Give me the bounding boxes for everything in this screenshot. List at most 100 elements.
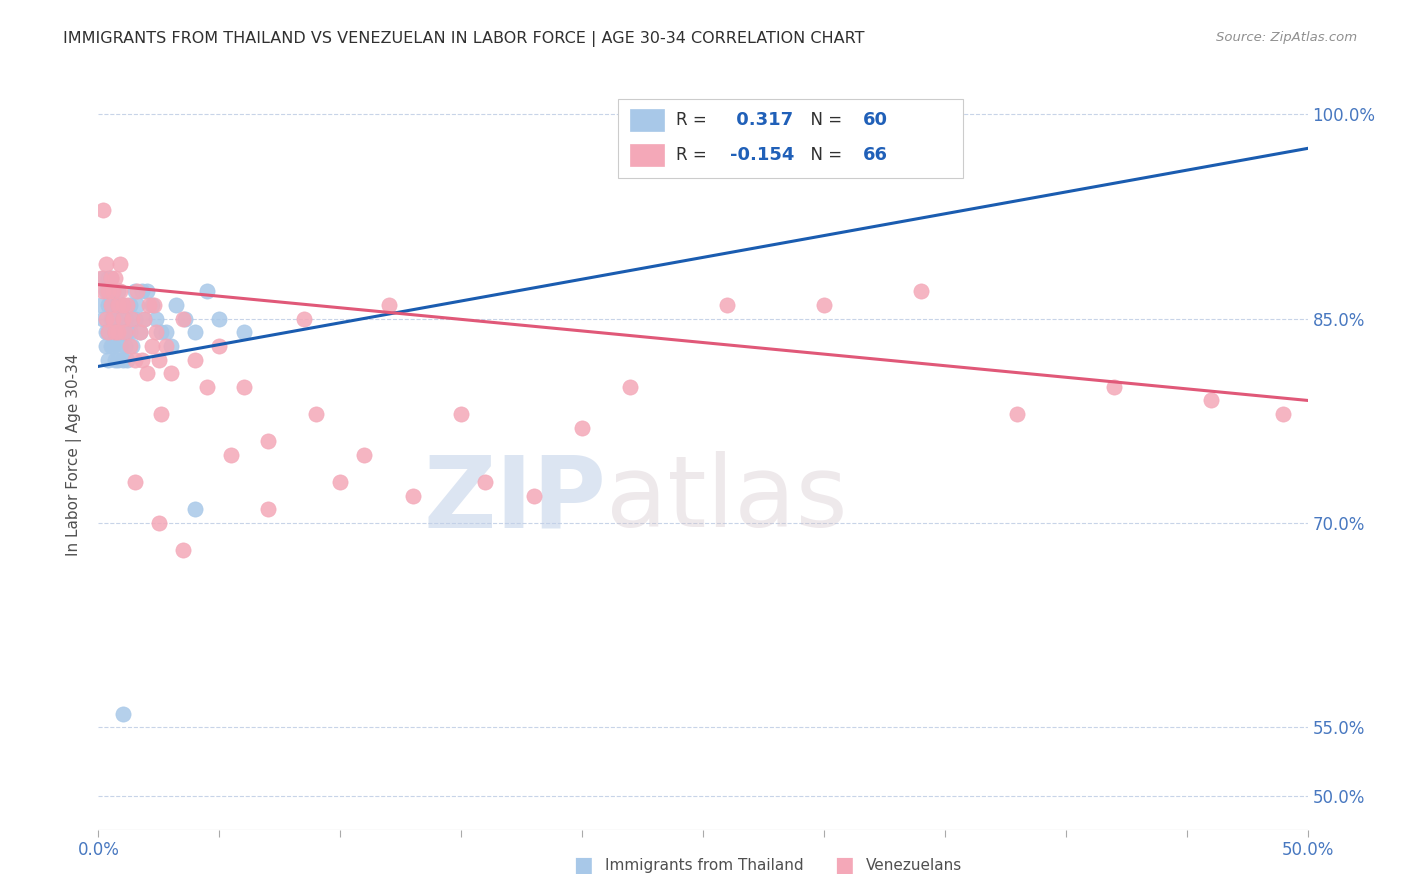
Point [184, 326, 207, 340]
Point [100, 311, 122, 326]
Point [184, 502, 207, 516]
Point [1199, 393, 1222, 408]
Point [117, 298, 139, 312]
Point [329, 475, 352, 490]
Point [155, 326, 177, 340]
Point [108, 311, 131, 326]
Point [121, 311, 143, 326]
Bar [630, 144, 664, 167]
Point [107, 285, 129, 299]
Point [150, 326, 173, 340]
Point [118, 339, 141, 353]
Point [155, 339, 177, 353]
Point [104, 326, 127, 340]
Point [165, 298, 187, 312]
Point [117, 352, 139, 367]
Point [813, 298, 835, 312]
FancyBboxPatch shape [619, 99, 963, 178]
Point [101, 285, 124, 299]
Point [94, 311, 117, 326]
Point [145, 311, 167, 326]
Text: R =: R = [676, 146, 713, 164]
Point [101, 311, 124, 326]
Point [195, 380, 218, 394]
Point [172, 311, 194, 326]
Point [208, 339, 231, 353]
Point [97, 285, 120, 299]
Point [131, 352, 153, 367]
Text: IMMIGRANTS FROM THAILAND VS VENEZUELAN IN LABOR FORCE | AGE 30-34 CORRELATION CH: IMMIGRANTS FROM THAILAND VS VENEZUELAN I… [63, 31, 865, 47]
Point [134, 311, 156, 326]
Point [145, 326, 167, 340]
Text: -0.154: -0.154 [730, 146, 794, 164]
Point [94, 285, 117, 299]
Point [104, 326, 127, 340]
Point [1272, 407, 1295, 421]
Point [111, 326, 134, 340]
Point [148, 516, 170, 530]
Point [128, 326, 150, 340]
Point [160, 366, 183, 380]
Point [1102, 380, 1125, 394]
Y-axis label: In Labor Force | Age 30-34: In Labor Force | Age 30-34 [66, 353, 83, 557]
Point [100, 285, 122, 299]
Point [619, 380, 641, 394]
Point [121, 311, 143, 326]
Point [107, 298, 129, 312]
Point [128, 326, 150, 340]
Point [107, 352, 129, 367]
Point [118, 326, 141, 340]
Point [91, 311, 114, 326]
Point [97, 298, 120, 312]
Point [114, 326, 136, 340]
Point [107, 326, 129, 340]
Point [104, 311, 127, 326]
Point [232, 380, 254, 394]
Point [108, 339, 131, 353]
Point [131, 285, 153, 299]
Text: N =: N = [800, 146, 846, 164]
Point [124, 285, 146, 299]
Point [91, 285, 114, 299]
Point [111, 298, 134, 312]
Text: N =: N = [800, 111, 846, 129]
Point [111, 311, 134, 326]
Point [94, 257, 117, 271]
Point [100, 339, 122, 353]
Point [172, 543, 194, 558]
Point [1007, 407, 1029, 421]
Point [108, 326, 131, 340]
Text: ■: ■ [834, 855, 853, 875]
Point [104, 298, 127, 312]
Point [101, 339, 124, 353]
Point [91, 202, 114, 217]
Point [143, 298, 166, 312]
Point [124, 475, 146, 490]
Text: ZIP: ZIP [423, 451, 606, 549]
Point [184, 352, 207, 367]
Point [148, 352, 170, 367]
Point [97, 326, 120, 340]
Point [100, 298, 122, 312]
Point [134, 311, 156, 326]
Point [124, 311, 146, 326]
Point [292, 311, 315, 326]
Point [114, 311, 136, 326]
Point [910, 285, 932, 299]
Point [101, 311, 124, 326]
Point [97, 352, 120, 367]
Point [100, 298, 122, 312]
Point [94, 326, 117, 340]
Point [232, 326, 254, 340]
Point [101, 298, 124, 312]
Text: Immigrants from Thailand: Immigrants from Thailand [605, 858, 803, 872]
Point [716, 298, 738, 312]
Point [117, 326, 139, 340]
Point [195, 285, 218, 299]
Point [97, 326, 120, 340]
Text: 66: 66 [863, 146, 887, 164]
Point [108, 257, 131, 271]
Point [523, 489, 546, 503]
Point [90, 270, 112, 285]
Point [221, 448, 243, 462]
